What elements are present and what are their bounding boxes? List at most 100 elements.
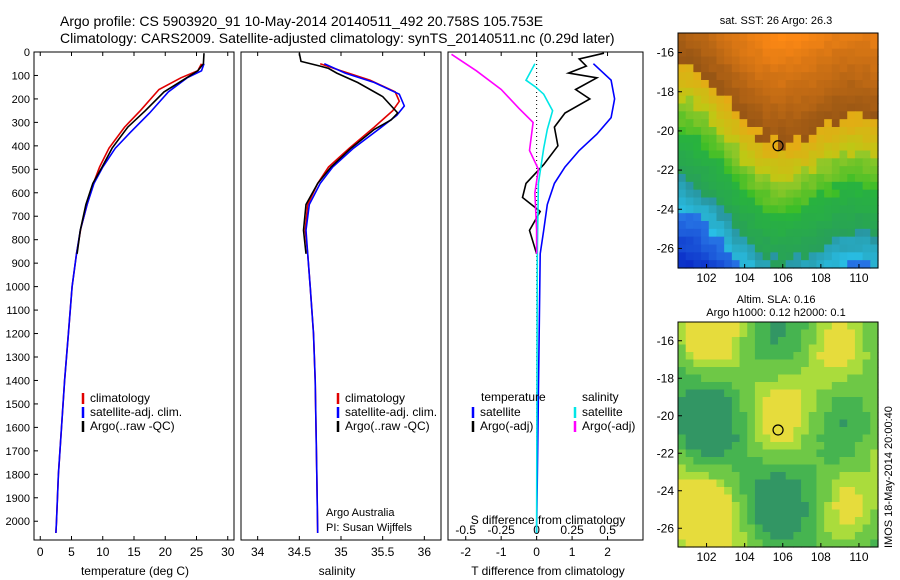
map-cell — [693, 80, 702, 89]
map-cell — [847, 397, 856, 406]
map-cell — [808, 464, 818, 473]
map-cell — [724, 40, 733, 50]
map-cell — [862, 419, 871, 428]
map-cell — [808, 33, 818, 42]
map-cell — [839, 382, 848, 391]
map-cell — [793, 111, 802, 120]
map-cell — [754, 494, 764, 503]
map-x-tick-label: 106 — [773, 271, 793, 285]
map-cell — [716, 111, 725, 120]
map-cell — [693, 442, 702, 451]
map-cell — [701, 166, 710, 175]
map-cell — [831, 374, 841, 383]
map-cell — [854, 189, 864, 199]
map-cell — [678, 472, 687, 481]
map-cell — [801, 197, 810, 206]
map-cell — [824, 40, 833, 50]
map-cell — [870, 434, 879, 443]
map-cell — [854, 434, 864, 443]
map-cell — [716, 236, 725, 246]
map-cell — [739, 103, 748, 112]
map-cell — [831, 382, 841, 391]
map-cell — [739, 412, 748, 421]
map-cell — [801, 205, 810, 214]
map-cell — [816, 517, 825, 526]
map-cell — [839, 359, 848, 368]
map-cell — [693, 359, 702, 368]
map-cell — [754, 412, 764, 421]
map-cell — [731, 464, 741, 473]
map-cell — [839, 228, 848, 238]
map-cell — [724, 111, 733, 120]
map-cell — [854, 494, 864, 503]
map-cell — [754, 479, 764, 488]
map-cell — [770, 397, 779, 406]
map-cell — [816, 434, 825, 443]
map-cell — [793, 252, 802, 261]
map-cell — [731, 524, 741, 533]
map-cell — [801, 502, 810, 511]
map-cell — [731, 539, 741, 548]
map-cell — [831, 197, 841, 206]
map-cell — [824, 244, 833, 253]
map-cell — [785, 502, 794, 511]
map-cell — [839, 352, 848, 361]
map-cell — [770, 502, 779, 511]
map-cell — [770, 472, 779, 481]
map-cell — [824, 33, 833, 42]
map-cell — [831, 427, 841, 436]
map-cell — [870, 150, 879, 159]
map-cell — [716, 502, 725, 511]
map-cell — [778, 404, 787, 413]
map-cell — [724, 322, 733, 331]
map-cell — [793, 509, 802, 518]
map-cell — [770, 228, 779, 238]
map-cell — [739, 524, 748, 533]
map-cell — [701, 487, 710, 496]
map-cell — [824, 103, 833, 112]
map-cell — [862, 509, 871, 518]
map-cell — [685, 134, 694, 144]
map-x-tick-label: 104 — [735, 271, 755, 285]
map-cell — [770, 181, 779, 191]
map-cell — [770, 337, 779, 346]
map-cell — [785, 95, 794, 105]
map-cell — [793, 150, 802, 159]
map-cell — [778, 244, 787, 253]
map-cell — [847, 502, 856, 511]
map-cell — [870, 252, 879, 261]
map-cell — [808, 539, 818, 548]
map-cell — [816, 367, 825, 376]
map-cell — [801, 48, 810, 58]
map-cell — [708, 434, 718, 443]
map-cell — [870, 205, 879, 214]
map-cell — [854, 252, 864, 261]
map-cell — [824, 329, 833, 338]
map-cell — [839, 33, 848, 42]
map-cell — [754, 127, 764, 136]
map-cell — [824, 344, 833, 353]
map-cell — [762, 127, 771, 136]
map-cell — [716, 40, 725, 50]
map-cell — [831, 389, 841, 398]
map-cell — [762, 524, 771, 533]
map-cell — [785, 260, 794, 269]
map-cell — [685, 103, 694, 112]
map-cell — [693, 72, 702, 81]
map-cell — [831, 442, 841, 451]
map-cell — [770, 382, 779, 391]
map-cell — [854, 142, 864, 152]
map-cell — [831, 205, 841, 214]
map-cell — [708, 427, 718, 436]
map-cell — [754, 228, 764, 238]
map-cell — [808, 111, 818, 120]
map-cell — [685, 329, 694, 338]
map-cell — [762, 404, 771, 413]
map-cell — [716, 189, 725, 199]
map-cell — [847, 80, 856, 89]
map-cell — [708, 419, 718, 428]
map-cell — [816, 33, 825, 42]
map-cell — [770, 344, 779, 353]
map-cell — [831, 119, 841, 128]
map-cell — [708, 412, 718, 421]
